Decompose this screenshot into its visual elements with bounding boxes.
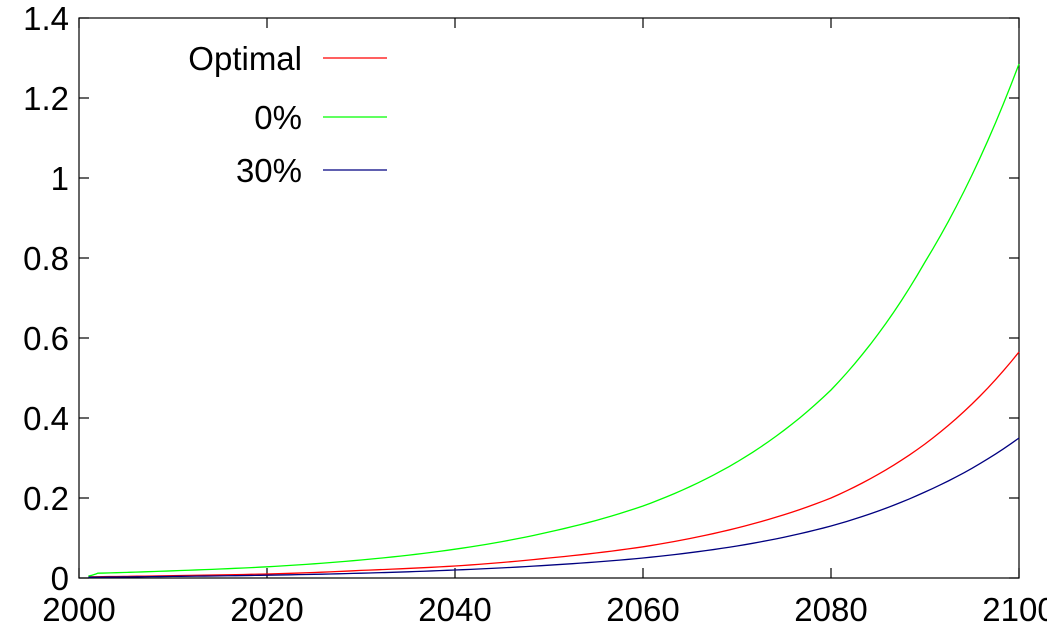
x-tick-label: 2000 — [42, 591, 115, 626]
y-tick-label: 0.8 — [23, 240, 69, 277]
legend-label: 30% — [236, 152, 302, 189]
plot-border — [78, 17, 1020, 579]
x-tick-label: 2020 — [230, 591, 303, 626]
y-tick-labels: 0 0.2 0.4 0.6 0.8 1 1.2 1.4 — [23, 0, 69, 597]
x-tick-labels: 2000 2020 2040 2060 2080 2100 — [42, 591, 1047, 626]
y-tick-label: 0 — [51, 560, 69, 597]
legend-label: 0% — [254, 99, 302, 136]
series-line-optimal — [88, 351, 1020, 578]
y-tick-label: 0.4 — [23, 400, 69, 437]
y-tick-label: 1.2 — [23, 80, 69, 117]
plot-frame — [78, 17, 1020, 579]
x-tick-label: 2060 — [606, 591, 679, 626]
x-tick-label: 2040 — [418, 591, 491, 626]
x-tick-label: 2080 — [794, 591, 867, 626]
legend: Optimal 0% 30% — [188, 40, 387, 189]
axis-ticks — [78, 17, 1020, 579]
x-tick-label: 2100 — [982, 591, 1047, 626]
series-line-30pct — [88, 437, 1020, 578]
y-tick-label: 0.6 — [23, 320, 69, 357]
y-tick-label: 1.4 — [23, 0, 69, 37]
y-tick-label: 1 — [51, 160, 69, 197]
series-line-0pct — [88, 63, 1020, 577]
series-lines — [88, 63, 1020, 578]
legend-label: Optimal — [188, 40, 302, 77]
y-tick-label: 0.2 — [23, 480, 69, 517]
